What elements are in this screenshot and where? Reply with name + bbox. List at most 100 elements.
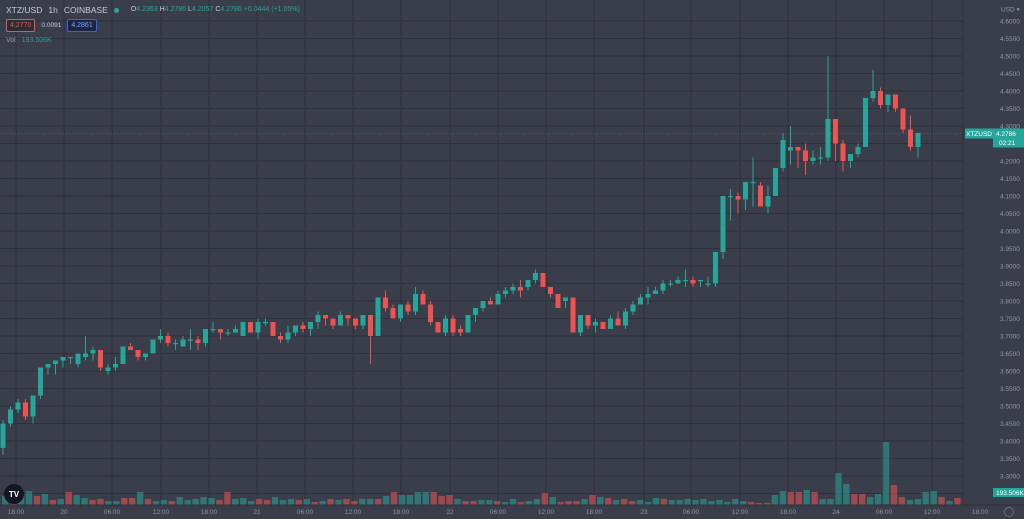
candle-up[interactable] [158,336,163,340]
candle-up[interactable] [8,409,13,424]
candle-up[interactable] [638,297,643,305]
candle-up[interactable] [510,287,516,291]
time-axis[interactable] [0,505,1024,519]
candle-up[interactable] [705,283,711,285]
candle-up[interactable] [210,329,216,331]
candle-up[interactable] [563,297,568,302]
candle-up[interactable] [15,402,21,410]
candle-up[interactable] [240,322,246,336]
candle-down[interactable] [405,304,411,312]
candle-up[interactable] [375,297,381,337]
candle-up[interactable] [698,280,703,282]
candle-up[interactable] [728,196,733,198]
candle-up[interactable] [360,315,366,326]
candle-up[interactable] [338,315,343,326]
candle-down[interactable] [383,297,388,309]
candle-down[interactable] [300,325,306,330]
candle-down[interactable] [278,336,283,340]
candle-down[interactable] [420,294,426,305]
candle-down[interactable] [795,147,801,151]
candle-down[interactable] [428,304,433,323]
candle-up[interactable] [150,339,156,354]
candle-down[interactable] [585,315,591,326]
candle-up[interactable] [863,98,868,147]
settings-gear-icon[interactable] [1004,507,1014,517]
candle-down[interactable] [435,322,441,333]
candle-up[interactable] [308,322,313,329]
candle-up[interactable] [75,353,81,365]
candle-up[interactable] [503,290,508,295]
candle-up[interactable] [495,294,501,305]
candle-up[interactable] [143,353,148,358]
candle-down[interactable] [570,297,576,333]
candle-down[interactable] [98,350,103,368]
candle-up[interactable] [675,280,681,284]
candle-up[interactable] [578,315,583,333]
candle-up[interactable] [668,283,673,285]
candle-up[interactable] [773,168,778,196]
candle-up[interactable] [105,367,111,372]
candle-down[interactable] [893,94,898,109]
candle-down[interactable] [600,322,606,329]
candle-up[interactable] [180,339,186,347]
candle-up[interactable] [885,94,891,106]
candle-up[interactable] [173,343,178,345]
candle-up[interactable] [53,360,58,365]
candle-up[interactable] [818,157,823,159]
candle-up[interactable] [788,147,793,151]
candle-up[interactable] [38,367,43,396]
candle-up[interactable] [465,315,471,333]
candle-up[interactable] [713,252,718,284]
candle-down[interactable] [368,315,373,336]
candle-down[interactable] [833,119,838,144]
candle-down[interactable] [518,287,523,291]
candle-down[interactable] [758,185,763,207]
candle-down[interactable] [735,196,741,200]
price-axis[interactable] [963,0,1024,519]
candle-up[interactable] [473,308,478,315]
candle-up[interactable] [623,311,628,326]
candle-up[interactable] [113,364,118,368]
candle-down[interactable] [128,346,133,351]
candle-up[interactable] [660,283,666,291]
candle-down[interactable] [555,294,561,308]
candle-up[interactable] [683,280,688,282]
candle-down[interactable] [878,91,883,105]
candle-down[interactable] [488,301,493,305]
candle-up[interactable] [825,119,831,158]
candle-down[interactable] [458,329,463,333]
candle-up[interactable] [233,329,238,333]
candle-down[interactable] [345,315,351,319]
candle-up[interactable] [653,290,658,295]
candle-up[interactable] [480,301,486,308]
candle-down[interactable] [248,322,253,333]
candle-up[interactable] [525,280,531,287]
candle-down[interactable] [270,322,276,336]
candle-down[interactable] [615,318,621,326]
candle-down[interactable] [840,143,846,162]
candle-up[interactable] [293,325,298,333]
candle-up[interactable] [608,318,613,330]
tradingview-logo-icon[interactable]: TV [4,484,24,504]
currency-selector[interactable] [998,4,1022,14]
candle-up[interactable] [870,91,876,98]
candle-down[interactable] [548,287,553,294]
candle-up[interactable] [120,346,126,365]
candle-up[interactable] [750,182,756,184]
candle-up[interactable] [83,353,88,358]
candle-up[interactable] [188,339,193,341]
candle-down[interactable] [323,315,328,319]
candle-down[interactable] [135,350,141,357]
candle-down[interactable] [330,318,336,326]
candle-up[interactable] [915,133,921,147]
candle-up[interactable] [203,329,208,343]
candle-down[interactable] [690,280,696,284]
candle-up[interactable] [855,147,861,154]
candle-down[interactable] [195,339,201,344]
candle-up[interactable] [645,294,651,298]
candle-down[interactable] [450,318,456,333]
candle-down[interactable] [165,336,171,343]
candle-up[interactable] [30,395,36,417]
candle-up[interactable] [45,364,51,368]
candle-up[interactable] [263,322,268,324]
